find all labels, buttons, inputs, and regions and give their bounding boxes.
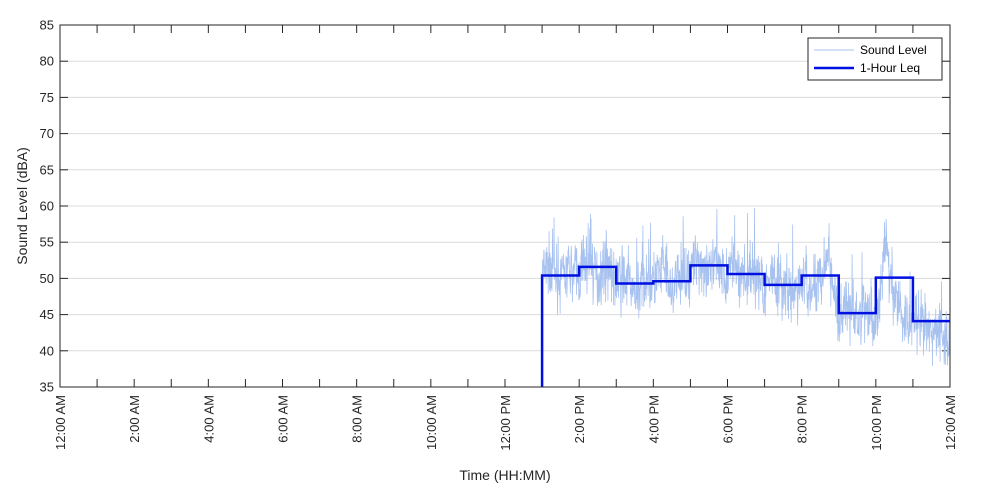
sound-level-point <box>634 295 636 298</box>
sound-level-point <box>903 317 905 319</box>
sound-level-point <box>847 306 849 308</box>
sound-level-point <box>773 274 775 276</box>
sound-level-point <box>680 274 682 276</box>
x-tick-label: 8:00 AM <box>350 395 365 443</box>
legend-box <box>807 37 943 81</box>
sound-level-point <box>782 288 784 290</box>
sound-level-point <box>875 328 877 330</box>
y-tick-label: 75 <box>40 90 54 105</box>
sound-level-point <box>884 241 886 243</box>
x-tick-label: 10:00 AM <box>424 395 439 450</box>
y-tick-label: 65 <box>40 162 54 177</box>
sound-level-point <box>856 317 858 319</box>
sound-level-point <box>606 259 608 261</box>
x-tick-label: 10:00 PM <box>869 395 884 451</box>
x-tick-label: 12:00 AM <box>53 395 68 450</box>
sound-level-point <box>940 324 942 327</box>
sound-level-point <box>708 274 710 276</box>
y-tick-labels: 35 40 45 50 55 60 65 70 75 80 85 <box>40 18 54 395</box>
legend: Sound Level 1-Hour Leq <box>807 37 943 81</box>
sound-level-point <box>615 285 617 287</box>
x-axis-title: Time (HH:MM) <box>459 467 550 483</box>
y-tick-label: 60 <box>40 199 54 214</box>
sound-level-point <box>736 263 738 265</box>
plot-frame <box>59 24 951 388</box>
x-tick-label: 6:00 AM <box>276 395 291 443</box>
x-tick-label: 12:00 AM <box>943 395 958 450</box>
x-tick-labels: 12:00 AM 2:00 AM 4:00 AM 6:00 AM 8:00 AM 10:0… <box>53 395 958 451</box>
series-line-1-hour-leq <box>540 264 950 387</box>
x-tick-label: 2:00 PM <box>572 395 587 443</box>
sound-level-point <box>569 270 571 272</box>
sound-level-point <box>745 281 747 283</box>
y-tick-label: 80 <box>40 54 54 69</box>
legend-label-sound-level: Sound Level <box>860 43 927 57</box>
sound-level-point <box>754 270 756 272</box>
sound-level-point <box>662 266 664 269</box>
sound-level-point <box>921 324 923 327</box>
sound-level-point <box>550 263 552 265</box>
sound-level-point <box>828 259 831 261</box>
y-tick-label: 35 <box>40 380 54 395</box>
x-tick-label: 4:00 AM <box>201 395 216 443</box>
sound-level-point <box>597 277 599 279</box>
sound-level-point <box>791 299 793 301</box>
sound-level-point <box>643 274 645 276</box>
x-tick-label: 2:00 AM <box>127 395 142 443</box>
y-axis-title: Sound Level (dBA) <box>14 147 30 265</box>
sound-level-point <box>699 259 701 261</box>
y-tick-label: 55 <box>40 235 54 250</box>
sound-level-point <box>865 310 868 312</box>
legend-label-1-hour-leq: 1-Hour Leq <box>860 61 920 75</box>
sound-level-point <box>587 256 590 258</box>
y-tick-label: 40 <box>40 343 54 358</box>
y-tick-label: 85 <box>40 18 54 33</box>
y-tick-label: 45 <box>40 307 54 322</box>
x-tick-label: 6:00 PM <box>721 395 736 443</box>
sound-level-point <box>560 281 562 283</box>
sound-level-point <box>893 292 895 294</box>
sound-level-point <box>671 292 673 294</box>
x-tick-label: 4:00 PM <box>646 395 661 443</box>
x-tick-label: 8:00 PM <box>795 395 810 443</box>
sound-level-point <box>810 292 812 294</box>
y-tick-label: 70 <box>40 126 54 141</box>
y-tick-label: 50 <box>40 271 54 286</box>
x-tick-label: 12:00 PM <box>498 395 513 451</box>
sound-level-point <box>624 277 627 279</box>
data-series <box>540 207 951 387</box>
sound-level-point <box>930 335 933 337</box>
